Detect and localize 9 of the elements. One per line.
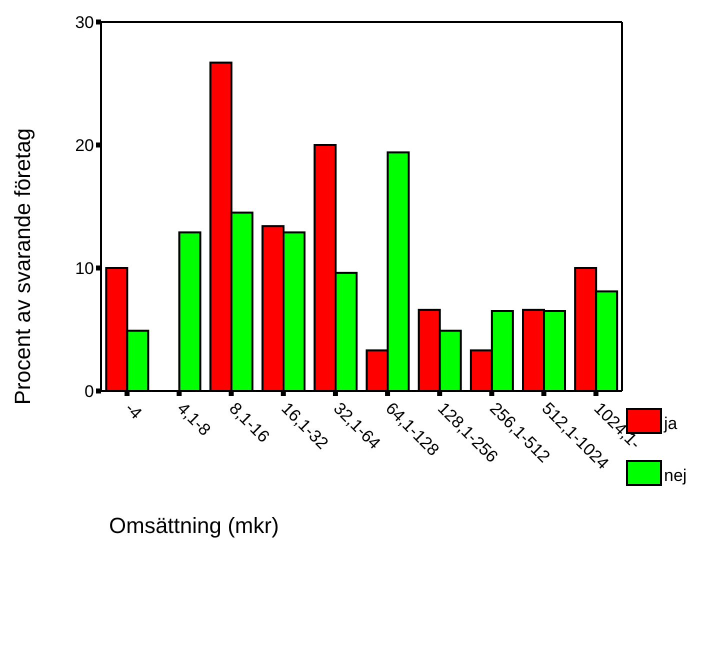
legend-label: ja (664, 414, 678, 434)
y-tick-label: 30 (75, 13, 94, 32)
y-tick-label: 10 (75, 259, 94, 278)
legend-label: nej (664, 466, 687, 486)
x-axis-title: Omsättning (mkr) (109, 513, 279, 538)
y-tick-label: 20 (75, 136, 94, 156)
y-axis-title: Procent av svarande företag (10, 128, 35, 405)
x-tick-label: -4 (121, 398, 146, 423)
y-tick-label: 0 (84, 382, 94, 402)
